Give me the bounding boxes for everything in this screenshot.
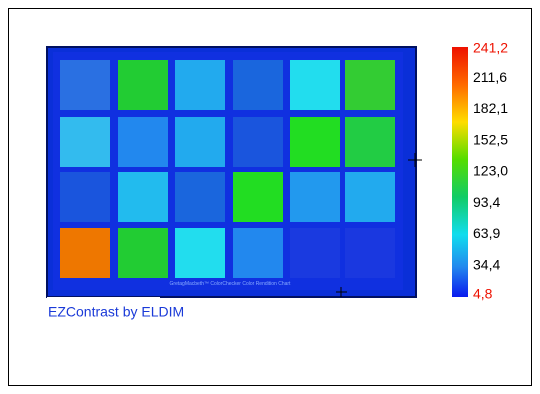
patch (345, 60, 395, 110)
scale-label: 93,4 (473, 194, 500, 210)
patch (175, 172, 225, 222)
scale-label: 182,1 (473, 100, 508, 116)
patch (345, 228, 395, 278)
patch (345, 172, 395, 222)
scale-label: 4,8 (473, 286, 493, 302)
patch (345, 117, 395, 167)
patch (175, 117, 225, 167)
patch (233, 117, 283, 167)
footer: EZContrast by ELDIM (48, 304, 184, 320)
scale-label: 123,0 (473, 163, 508, 179)
patch (118, 117, 168, 167)
false-color-image: GretagMacbeth™ ColorChecker Color Rendit… (47, 47, 422, 297)
patch (60, 228, 110, 278)
image-caption: GretagMacbeth™ ColorChecker Color Rendit… (170, 281, 291, 287)
patch (233, 172, 283, 222)
patch (233, 228, 283, 278)
patch (60, 117, 110, 167)
patch (290, 117, 340, 167)
window: GretagMacbeth™ ColorChecker Color Rendit… (0, 0, 540, 394)
patch (290, 228, 340, 278)
patch (233, 60, 283, 110)
patch (60, 60, 110, 110)
patch (118, 172, 168, 222)
scale-label: 34,4 (473, 256, 500, 272)
patch (175, 228, 225, 278)
page: GretagMacbeth™ ColorChecker Color Rendit… (0, 0, 540, 394)
scale-label: 211,6 (473, 69, 507, 85)
scale-label: 241,2 (473, 40, 508, 56)
patch (60, 172, 110, 222)
scale-label: 63,9 (473, 225, 500, 241)
patch (118, 228, 168, 278)
patch (290, 60, 340, 110)
patch (290, 172, 340, 222)
color-scale (452, 47, 468, 297)
patch (118, 60, 168, 110)
patch (175, 60, 225, 110)
scale-label: 152,5 (473, 131, 508, 147)
